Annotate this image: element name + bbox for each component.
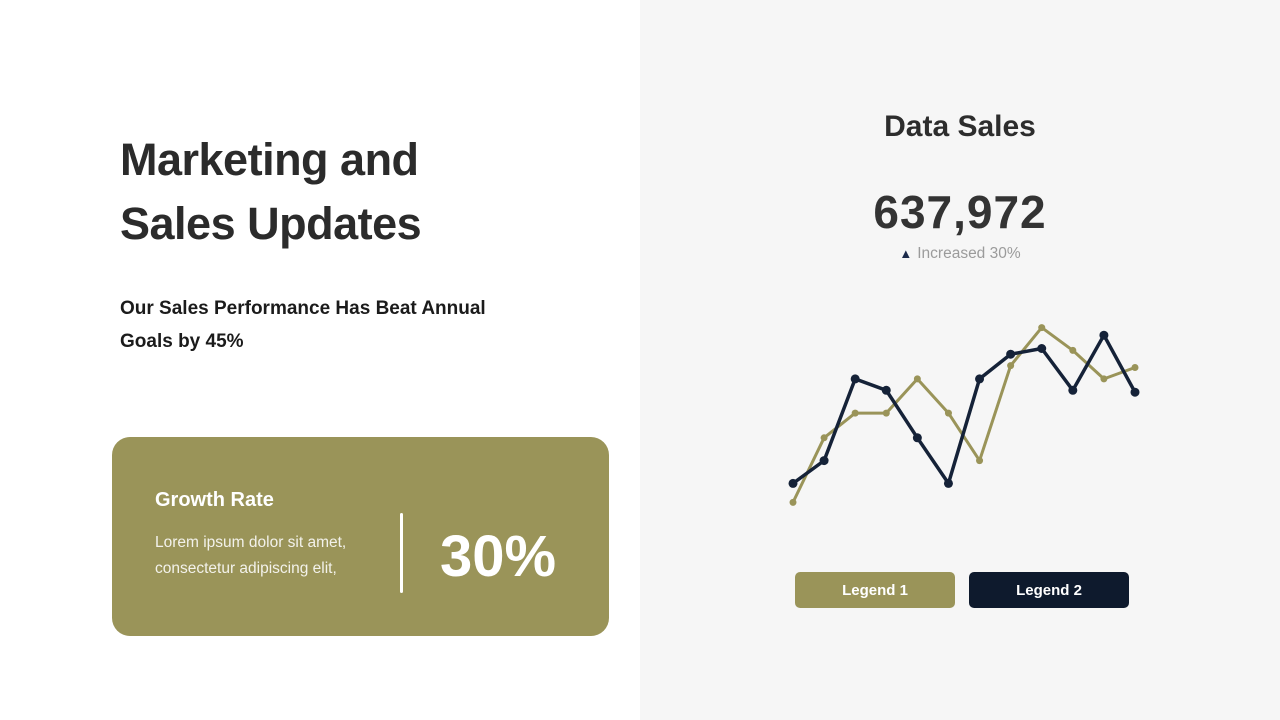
trend-label: Increased 30%	[917, 245, 1021, 262]
slide-subtitle: Our Sales Performance Has Beat Annual Go…	[120, 292, 486, 358]
vertical-divider	[400, 513, 403, 593]
stats-heading: Data Sales	[884, 110, 1036, 143]
legend-2-button[interactable]: Legend 2	[969, 572, 1129, 608]
line-chart	[788, 324, 1140, 506]
growth-card-body-line-1: Lorem ipsum dolor sit amet,	[155, 534, 347, 551]
legend-row: Legend 1 Legend 2	[795, 572, 1129, 608]
legend-1-button[interactable]: Legend 1	[795, 572, 955, 608]
growth-card-body-line-2: consectetur adipiscing elit,	[155, 560, 337, 577]
slide-title-line-2: Sales Updates	[120, 198, 422, 249]
growth-rate-card: Growth Rate Lorem ipsum dolor sit amet, …	[112, 437, 609, 636]
slide-subtitle-line-1: Our Sales Performance Has Beat Annual	[120, 298, 486, 319]
slide-subtitle-line-2: Goals by 45%	[120, 331, 244, 352]
right-panel: Data Sales 637,972 ▲ Increased 30% Legend…	[640, 0, 1280, 720]
slide-title: Marketing and Sales Updates	[120, 128, 422, 256]
stats-value: 637,972	[873, 186, 1047, 238]
growth-card-heading: Growth Rate	[155, 489, 274, 511]
left-panel: Marketing and Sales Updates Our Sales Pe…	[112, 128, 609, 636]
trend-indicator: ▲ Increased 30%	[640, 245, 1280, 263]
triangle-up-icon: ▲	[899, 246, 913, 261]
growth-rate-value: 30%	[439, 524, 557, 589]
growth-card-body: Lorem ipsum dolor sit amet, consectetur …	[155, 530, 346, 582]
slide-title-line-1: Marketing and	[120, 134, 419, 185]
